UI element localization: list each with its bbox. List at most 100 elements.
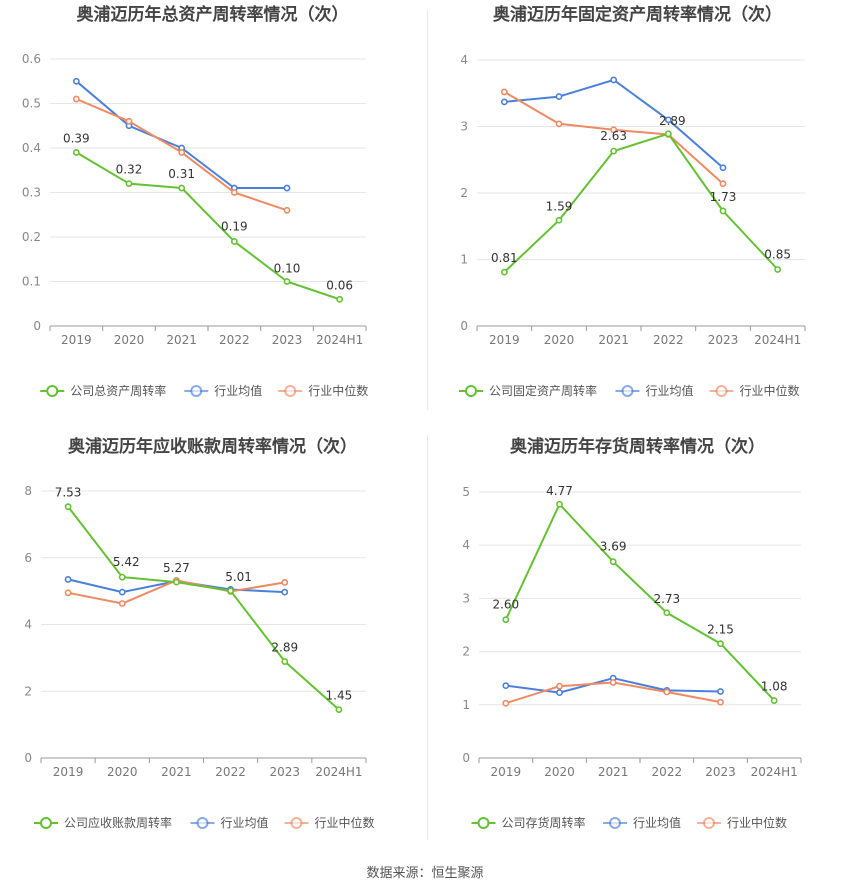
x-tick-label: 2021	[161, 765, 192, 779]
legend-item: 行业均值	[603, 815, 681, 830]
y-tick-label: 4	[462, 538, 470, 552]
data-point-company	[118, 573, 126, 581]
y-tick-label: 4	[460, 53, 468, 67]
data-source-footer: 数据来源：恒生聚源	[0, 862, 850, 881]
legend-label: 行业中位数	[727, 815, 787, 830]
legend-item: 行业中位数	[278, 383, 368, 398]
chart-title: 奥浦迈历年应收账款周转率情况（次）	[68, 436, 357, 457]
legend-item: 行业中位数	[697, 815, 787, 830]
data-point-company	[335, 706, 343, 714]
y-tick-label: 1	[462, 698, 470, 712]
data-point-company	[717, 640, 724, 648]
x-tick-label: 2021	[598, 333, 629, 347]
legend-marker	[715, 385, 728, 397]
series-line-company	[503, 132, 779, 273]
data-point-company	[664, 130, 672, 138]
series-line-company	[504, 503, 775, 702]
data-label: 0.81	[491, 251, 518, 265]
data-label: 0.32	[116, 163, 143, 177]
y-tick-label: 0.6	[22, 52, 41, 66]
legend-label: 公司总资产周转率	[70, 383, 166, 398]
x-tick-label: 2019	[53, 765, 84, 779]
data-point-industry_median	[502, 699, 510, 707]
chart-title: 奥浦迈历年总资产周转率情况（次）	[77, 4, 349, 25]
legend-item: 公司应收账款周转率	[34, 815, 172, 830]
data-point-company	[283, 278, 291, 285]
data-label: 7.53	[55, 486, 82, 500]
y-tick-label: 0	[462, 751, 470, 765]
data-point-company	[556, 500, 563, 508]
vertical-divider	[427, 435, 428, 840]
legend-label: 行业均值	[633, 815, 681, 830]
y-tick-label: 5	[462, 485, 470, 499]
chart-svg: 奥浦迈历年存货周转率情况（次） 0 1 2 3 4 5 2019 2020 2021 2022 202…	[462, 436, 802, 830]
data-point-industry_avg	[555, 93, 563, 100]
data-point-company	[770, 697, 778, 704]
data-label: 2.89	[271, 641, 298, 655]
data-point-company	[609, 558, 617, 566]
data-label: 1.08	[761, 680, 788, 694]
chart-total-asset-turnover: 奥浦迈历年总资产周转率情况（次） 0 0.1 0.2 0.3 0.4 0.5 0.6 2019 2…	[0, 0, 425, 420]
x-tick-label: 2023	[272, 333, 303, 347]
legend-marker	[703, 817, 715, 829]
x-tick-label: 2021	[166, 333, 197, 347]
chart-receivables-turnover: 奥浦迈历年应收账款周转率情况（次） 0 2 4 6 8 2019 2020 2021 2022 20…	[0, 428, 425, 853]
data-point-industry_avg	[664, 116, 672, 124]
legend-marker	[46, 385, 59, 397]
data-point-industry_median	[72, 95, 80, 103]
legend-item: 公司总资产周转率	[40, 383, 166, 398]
legend-label: 行业均值	[221, 815, 269, 830]
data-point-industry_median	[281, 579, 289, 586]
legend-marker	[284, 385, 297, 397]
legend-label: 公司存货周转率	[502, 815, 586, 830]
x-tick-label: 2019	[489, 333, 520, 347]
data-label: 1.73	[710, 190, 737, 204]
data-point-industry_median	[717, 698, 724, 706]
data-point-company	[178, 184, 186, 192]
data-point-industry_median	[118, 600, 126, 607]
y-tick-label: 8	[24, 484, 32, 498]
data-label: 1.59	[546, 199, 573, 213]
data-point-industry_median	[125, 117, 133, 125]
x-tick-label: 2022	[219, 333, 250, 347]
data-point-company	[125, 180, 133, 187]
data-point-industry_avg	[556, 689, 563, 696]
y-tick-label: 0	[460, 319, 468, 333]
data-source-label: 数据来源：	[366, 866, 432, 881]
x-tick-label: 2019	[491, 765, 522, 779]
y-tick-label: 6	[24, 551, 32, 565]
y-tick-label: 2	[24, 684, 32, 698]
y-tick-label: 3	[462, 591, 470, 605]
legend-item: 行业中位数	[709, 383, 800, 398]
y-tick-label: 0.4	[22, 141, 41, 155]
data-point-company	[663, 609, 671, 617]
y-tick-label: 0.1	[22, 275, 41, 289]
y-tick-label: 0	[24, 751, 32, 765]
legend-marker	[40, 817, 52, 829]
x-tick-label: 2023	[269, 765, 300, 779]
data-label: 5.27	[163, 561, 190, 575]
chart-title: 奥浦迈历年存货周转率情况（次）	[510, 436, 765, 457]
y-tick-label: 2	[462, 645, 470, 659]
legend-item: 行业均值	[615, 383, 694, 398]
data-point-industry_avg	[283, 184, 291, 192]
data-label: 0.31	[168, 167, 195, 181]
chart-svg: 奥浦迈历年固定资产周转率情况（次） 0 1 2 3 4 2019 2020 2021 2022 20…	[459, 4, 806, 398]
data-point-company	[72, 149, 80, 156]
data-point-company	[64, 503, 72, 511]
data-point-company	[336, 295, 344, 303]
data-label: 0.85	[764, 247, 791, 261]
data-point-industry_median	[500, 88, 508, 96]
chart-inventory-turnover: 奥浦迈历年存货周转率情况（次） 0 1 2 3 4 5 2019 2020 2021 2022 202…	[425, 428, 850, 853]
series-line-company	[75, 151, 341, 301]
x-tick-label: 2022	[215, 765, 246, 779]
data-point-industry_median	[64, 589, 72, 597]
data-label: 0.10	[274, 262, 301, 276]
legend-label: 公司固定资产周转率	[489, 383, 597, 398]
data-point-company	[610, 147, 618, 155]
data-point-industry_median	[230, 189, 238, 196]
x-tick-label: 2023	[705, 765, 736, 779]
chart-fixed-asset-turnover: 奥浦迈历年固定资产周转率情况（次） 0 1 2 3 4 2019 2020 2021 2022 20…	[425, 0, 850, 420]
data-point-industry_median	[283, 206, 291, 214]
x-tick-label: 2021	[598, 765, 629, 779]
